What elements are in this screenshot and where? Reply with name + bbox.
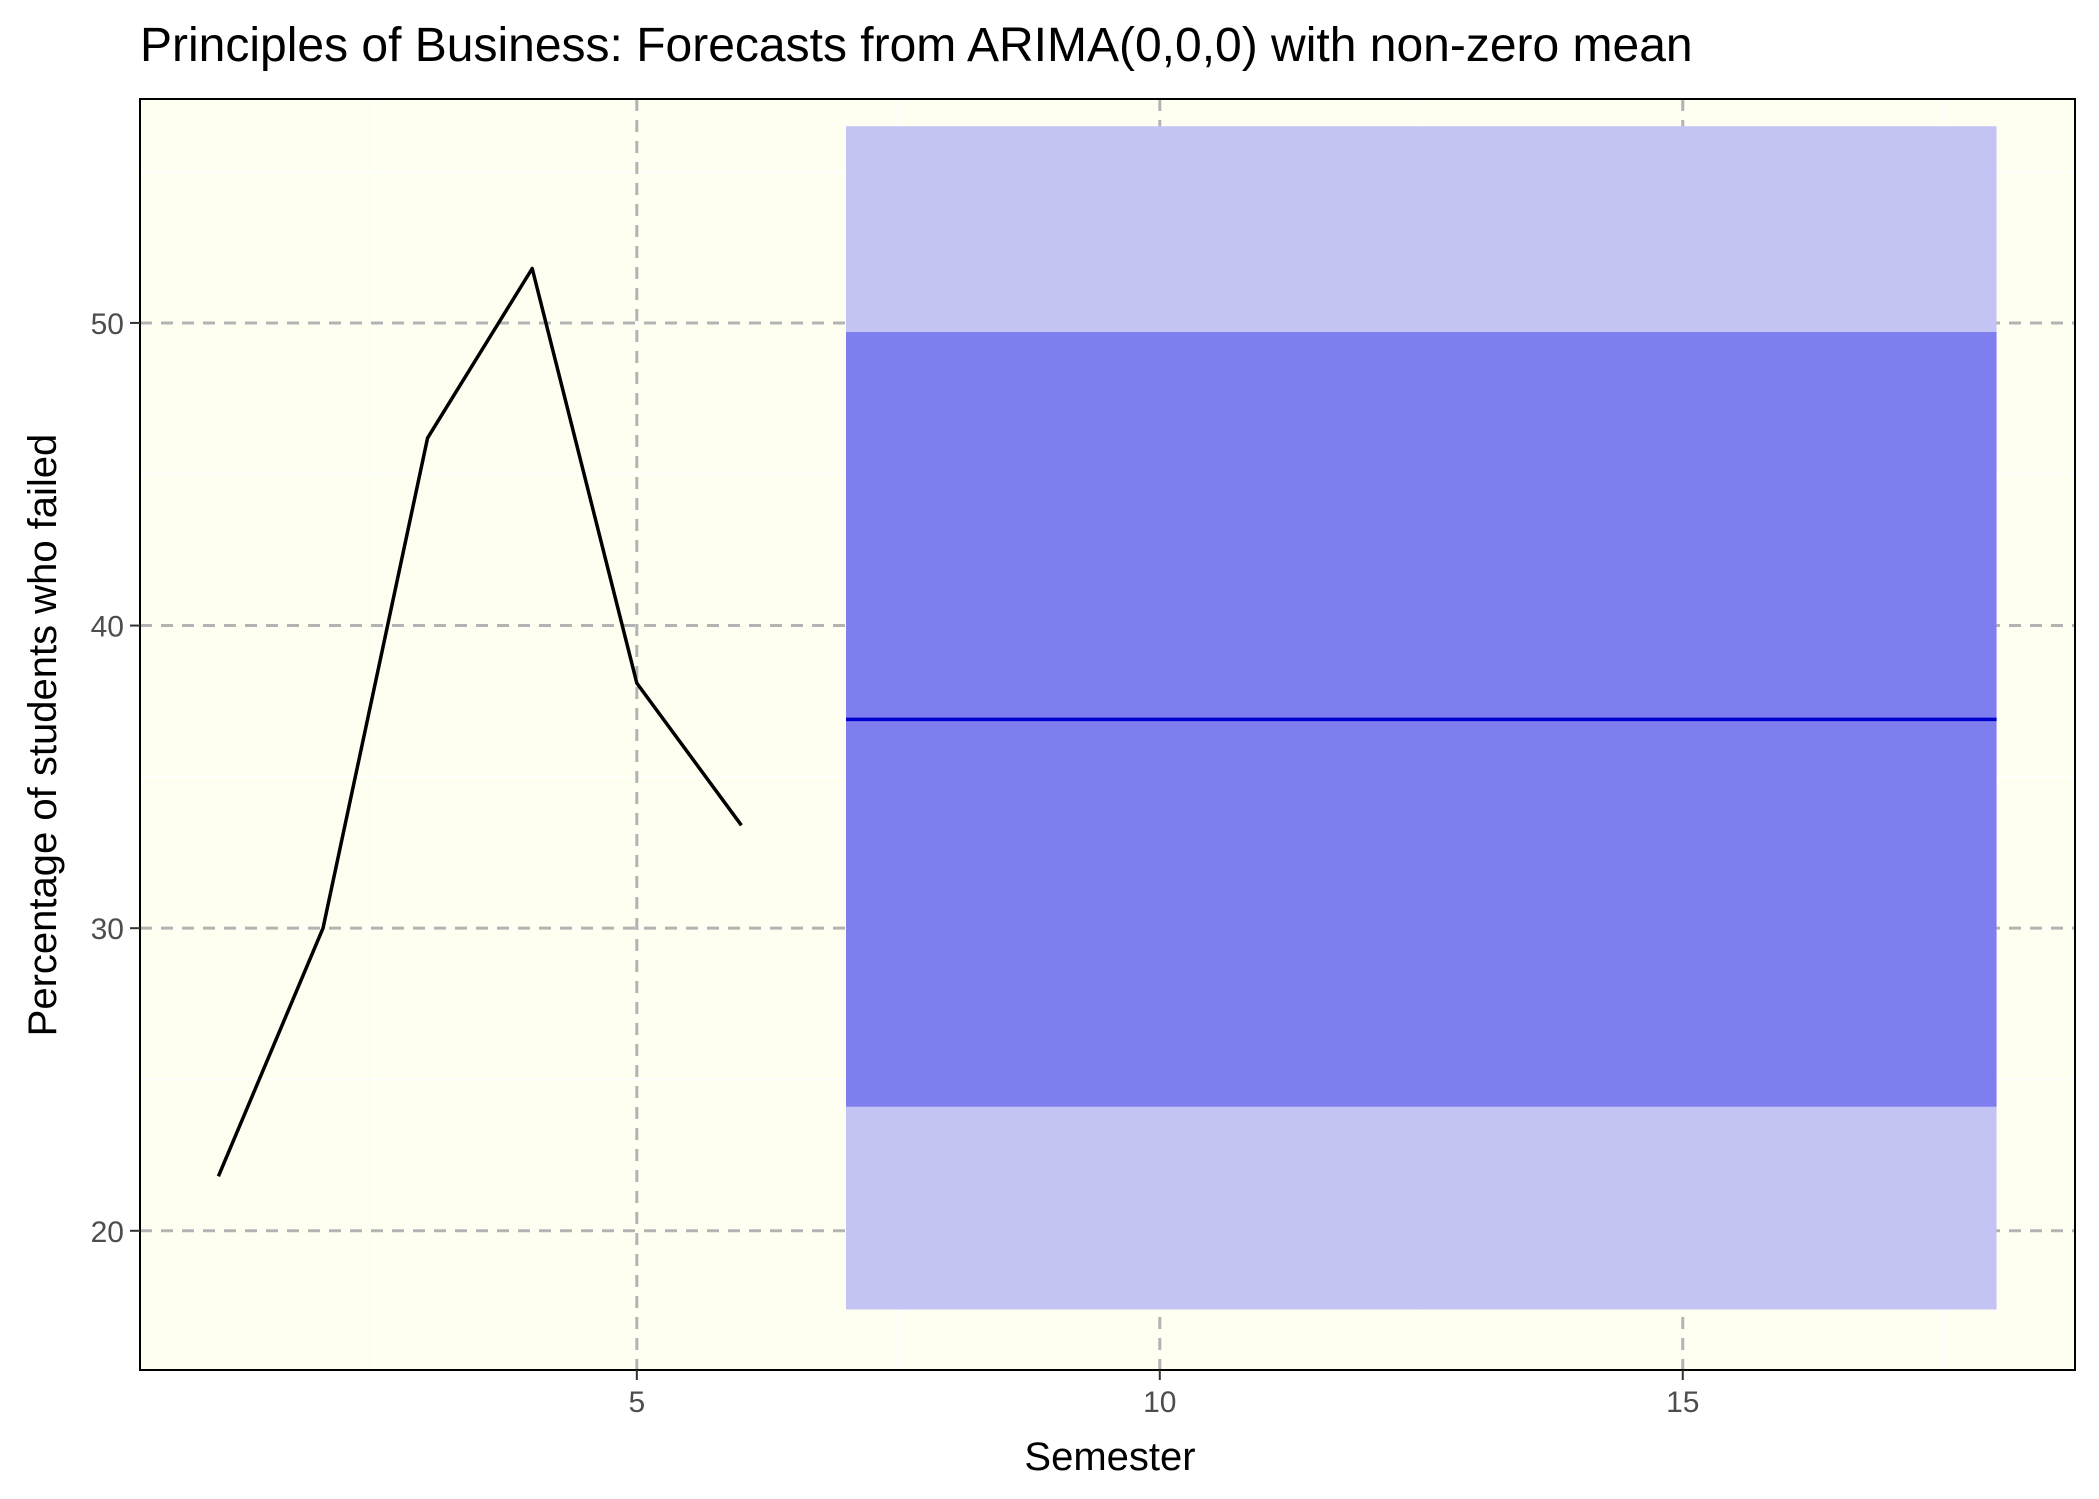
x-axis-title: Semester [1024,1435,1195,1479]
y-tick-label: 20 [91,1216,124,1249]
observed-line [216,266,743,1177]
panel-border [139,98,2076,1371]
x-tick-label: 15 [1666,1386,1699,1419]
x-tick-label: 10 [1143,1386,1176,1419]
y-tick-label: 40 [91,611,124,644]
x-tick-label: 5 [628,1386,645,1419]
chart-title: Principles of Business: Forecasts from A… [140,19,1693,72]
y-axis-title: Percentage of students who failed [21,434,65,1037]
plot-panel [139,98,2076,1371]
y-tick-label: 30 [91,913,124,946]
y-tick-label: 50 [91,308,124,341]
